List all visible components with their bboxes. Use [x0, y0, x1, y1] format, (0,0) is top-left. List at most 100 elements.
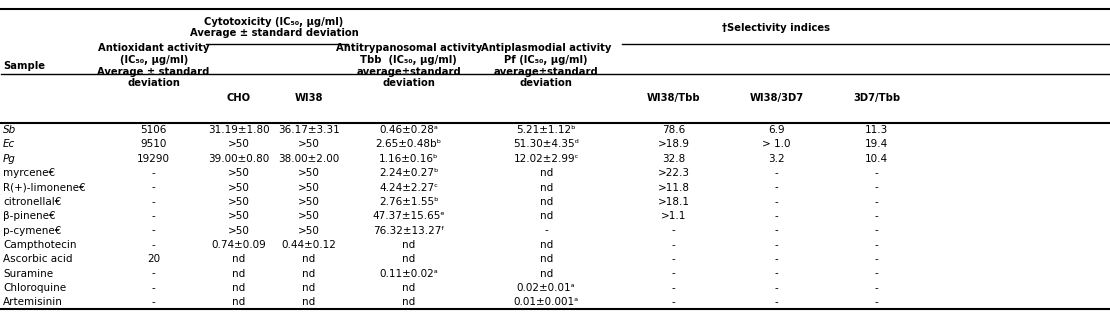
Text: 4.24±2.27ᶜ: 4.24±2.27ᶜ [380, 182, 438, 192]
Text: >50: >50 [297, 211, 320, 221]
Text: 9510: 9510 [141, 139, 166, 150]
Text: -: - [875, 269, 878, 278]
Text: nd: nd [302, 269, 315, 278]
Text: -: - [152, 269, 155, 278]
Text: -: - [775, 254, 778, 264]
Text: 2.24±0.27ᵇ: 2.24±0.27ᵇ [379, 168, 438, 178]
Text: -: - [875, 297, 878, 307]
Text: 19290: 19290 [138, 154, 170, 164]
Text: Suramine: Suramine [3, 269, 53, 278]
Text: 20: 20 [148, 254, 160, 264]
Text: -: - [875, 226, 878, 235]
Text: >50: >50 [297, 226, 320, 235]
Text: 10.4: 10.4 [865, 154, 888, 164]
Text: -: - [875, 211, 878, 221]
Text: -: - [875, 254, 878, 264]
Text: 0.74±0.09: 0.74±0.09 [212, 240, 266, 250]
Text: -: - [672, 283, 676, 293]
Text: 2.65±0.48bᵇ: 2.65±0.48bᵇ [375, 139, 442, 150]
Text: -: - [672, 297, 676, 307]
Text: nd: nd [232, 254, 245, 264]
Text: 3D7/Tbb: 3D7/Tbb [852, 93, 900, 103]
Text: -: - [152, 240, 155, 250]
Text: Ascorbic acid: Ascorbic acid [3, 254, 72, 264]
Text: 36.17±3.31: 36.17±3.31 [278, 125, 340, 135]
Text: > 1.0: > 1.0 [763, 139, 791, 150]
Text: -: - [775, 182, 778, 192]
Text: 12.02±2.99ᶜ: 12.02±2.99ᶜ [514, 154, 579, 164]
Text: 0.02±0.01ᵃ: 0.02±0.01ᵃ [517, 283, 575, 293]
Text: β-pinene€: β-pinene€ [3, 211, 56, 221]
Text: -: - [775, 226, 778, 235]
Text: nd: nd [402, 254, 415, 264]
Text: >50: >50 [229, 168, 250, 178]
Text: -: - [544, 226, 548, 235]
Text: 0.11±0.02ᵃ: 0.11±0.02ᵃ [380, 269, 438, 278]
Text: >50: >50 [297, 168, 320, 178]
Text: >50: >50 [297, 182, 320, 192]
Text: -: - [775, 283, 778, 293]
Text: -: - [152, 297, 155, 307]
Text: 1.16±0.16ᵇ: 1.16±0.16ᵇ [379, 154, 438, 164]
Text: -: - [875, 283, 878, 293]
Text: nd: nd [232, 283, 245, 293]
Text: -: - [775, 269, 778, 278]
Text: nd: nd [402, 297, 415, 307]
Text: Antioxidant activity
(IC₅₀, μg/ml)
Average ± standard
deviation: Antioxidant activity (IC₅₀, μg/ml) Avera… [98, 43, 210, 88]
Text: -: - [672, 226, 676, 235]
Text: -: - [672, 269, 676, 278]
Text: Pg: Pg [3, 154, 16, 164]
Text: >50: >50 [229, 197, 250, 207]
Text: >50: >50 [229, 226, 250, 235]
Text: nd: nd [539, 211, 553, 221]
Text: R(+)-limonene€: R(+)-limonene€ [3, 182, 85, 192]
Text: 5.21±1.12ᵇ: 5.21±1.12ᵇ [516, 125, 576, 135]
Text: 0.01±0.001ᵃ: 0.01±0.001ᵃ [514, 297, 578, 307]
Text: >50: >50 [297, 139, 320, 150]
Text: 39.00±0.80: 39.00±0.80 [209, 154, 270, 164]
Text: -: - [152, 182, 155, 192]
Text: Cytotoxicity (IC₅₀, μg/ml)
Average ± standard deviation: Cytotoxicity (IC₅₀, μg/ml) Average ± sta… [190, 17, 359, 39]
Text: 47.37±15.65ᵉ: 47.37±15.65ᵉ [372, 211, 445, 221]
Text: nd: nd [402, 283, 415, 293]
Text: >18.9: >18.9 [657, 139, 689, 150]
Text: 0.46±0.28ᵃ: 0.46±0.28ᵃ [380, 125, 438, 135]
Text: nd: nd [539, 269, 553, 278]
Text: 76.32±13.27ᶠ: 76.32±13.27ᶠ [373, 226, 444, 235]
Text: †Selectivity indices: †Selectivity indices [722, 23, 829, 33]
Text: -: - [875, 240, 878, 250]
Text: nd: nd [232, 297, 245, 307]
Text: 3.2: 3.2 [768, 154, 785, 164]
Text: 38.00±2.00: 38.00±2.00 [279, 154, 340, 164]
Text: -: - [672, 240, 676, 250]
Text: WI38: WI38 [294, 93, 323, 103]
Text: -: - [672, 254, 676, 264]
Text: -: - [875, 168, 878, 178]
Text: 51.30±4.35ᵈ: 51.30±4.35ᵈ [513, 139, 579, 150]
Text: Chloroquine: Chloroquine [3, 283, 65, 293]
Text: >1.1: >1.1 [660, 211, 686, 221]
Text: citronellal€: citronellal€ [3, 197, 61, 207]
Text: 32.8: 32.8 [662, 154, 685, 164]
Text: Antitrypanosomal activity
Tbb  (IC₅₀, μg/ml)
average±standard
deviation: Antitrypanosomal activity Tbb (IC₅₀, μg/… [335, 43, 482, 88]
Text: >50: >50 [297, 197, 320, 207]
Text: >22.3: >22.3 [657, 168, 689, 178]
Text: 2.76±1.55ᵇ: 2.76±1.55ᵇ [379, 197, 438, 207]
Text: 78.6: 78.6 [662, 125, 685, 135]
Text: Sb: Sb [3, 125, 17, 135]
Text: 5106: 5106 [141, 125, 166, 135]
Text: Artemisinin: Artemisinin [3, 297, 63, 307]
Text: -: - [152, 211, 155, 221]
Text: 6.9: 6.9 [768, 125, 785, 135]
Text: nd: nd [539, 240, 553, 250]
Text: nd: nd [302, 254, 315, 264]
Text: Sample: Sample [3, 61, 44, 71]
Text: nd: nd [539, 197, 553, 207]
Text: WI38/Tbb: WI38/Tbb [647, 93, 700, 103]
Text: nd: nd [302, 283, 315, 293]
Text: 0.44±0.12: 0.44±0.12 [282, 240, 336, 250]
Text: 11.3: 11.3 [865, 125, 888, 135]
Text: >18.1: >18.1 [657, 197, 689, 207]
Text: -: - [875, 182, 878, 192]
Text: Ec: Ec [3, 139, 16, 150]
